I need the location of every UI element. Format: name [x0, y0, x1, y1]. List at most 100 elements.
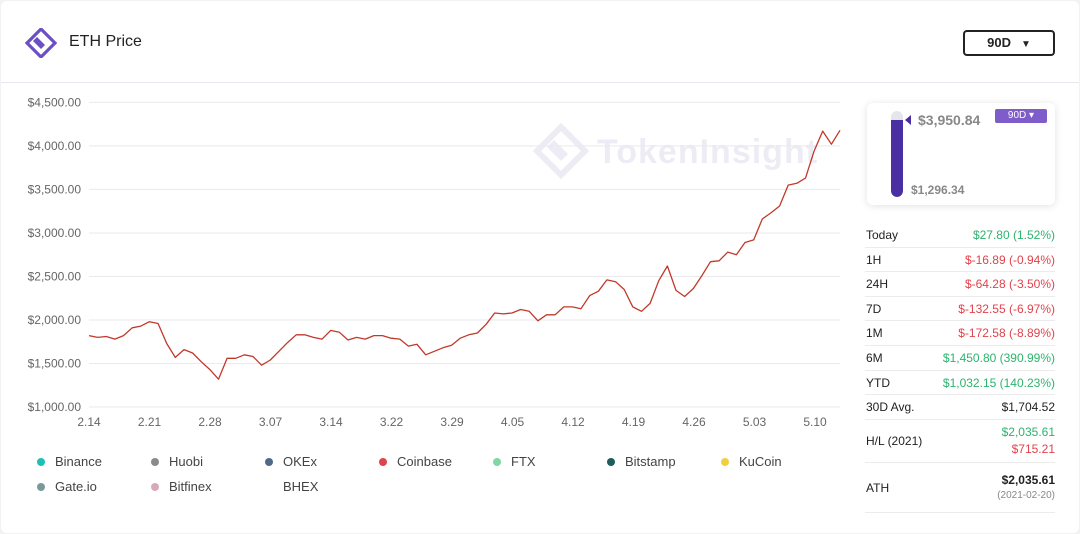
stat-row: 30D Avg. $1,704.52: [865, 395, 1055, 420]
range-dropdown[interactable]: 90D ▼: [963, 30, 1055, 56]
x-tick-label: 5.10: [803, 415, 827, 429]
price-chart: $1,000.00 $1,500.00 $2,000.00 $2,500.00 $3,0…: [28, 95, 841, 429]
stat-label: 24H: [866, 277, 889, 292]
stat-value: $1,450.80 (390.99%): [942, 350, 1055, 365]
legend-label: Huobi: [169, 454, 203, 469]
legend-item[interactable]: Bitfinex: [151, 478, 212, 496]
y-tick-label: $1,000.00: [28, 400, 82, 414]
x-tick-label: 3.29: [440, 415, 464, 429]
x-tick-label: 5.03: [743, 415, 767, 429]
hl-high-value: $2,035.61: [1001, 424, 1055, 439]
stat-label: 1M: [866, 326, 883, 341]
stat-row-ath: ATH $2,035.61 (2021-02-20): [865, 463, 1055, 513]
stat-label: 30D Avg.: [866, 400, 915, 415]
y-tick-label: $4,500.00: [28, 95, 82, 109]
legend-label: FTX: [511, 454, 536, 469]
range-badge-label: 90D: [1007, 110, 1027, 121]
x-tick-label: 4.26: [682, 415, 706, 429]
legend-dot-icon: [151, 457, 159, 466]
stat-label: 6M: [866, 350, 883, 365]
legend-item[interactable]: Coinbase: [379, 453, 452, 471]
page-title: ETH Price: [69, 33, 142, 50]
legend-dot-icon: [151, 482, 159, 491]
stat-row-hl: H/L (2021) $2,035.61 $715.21: [865, 420, 1055, 463]
legend-item[interactable]: Binance: [37, 453, 102, 471]
legend-dot-icon: [265, 457, 273, 466]
legend-label: Coinbase: [397, 454, 452, 469]
legend-label: OKEx: [283, 454, 317, 469]
x-tick-label: 3.07: [259, 415, 283, 429]
legend-label: Binance: [55, 454, 102, 469]
ath-value: $2,035.61: [1001, 472, 1055, 487]
legend-label: KuCoin: [739, 454, 782, 469]
current-price-marker-icon: [905, 115, 911, 125]
stat-value: $-16.89 (-0.94%): [964, 252, 1055, 267]
stat-value: $-64.28 (-3.50%): [964, 277, 1055, 292]
x-tick-label: 4.12: [561, 415, 585, 429]
legend-item[interactable]: Gate.io: [37, 478, 97, 496]
legend-label: BHEX: [283, 479, 319, 494]
stat-label: Today: [866, 228, 899, 242]
stat-value: $1,032.15 (140.23%): [942, 375, 1055, 390]
stat-label: YTD: [866, 375, 890, 390]
stat-row: 7D $-132.55 (-6.97%): [865, 297, 1055, 322]
x-tick-label: 4.19: [622, 415, 646, 429]
y-tick-label: $4,000.00: [28, 139, 82, 153]
y-tick-label: $1,500.00: [28, 356, 82, 370]
stat-value: $-172.58 (-8.89%): [958, 326, 1055, 341]
range-bar: [891, 111, 903, 197]
x-tick-label: 4.05: [501, 415, 525, 429]
stats-table: Today $27.80 (1.52%) 1H $-16.89 (-0.94%) 24H…: [865, 223, 1055, 513]
legend-item[interactable]: OKEx: [265, 453, 317, 471]
y-tick-label: $3,500.00: [28, 182, 82, 196]
caret-down-icon: ▼: [1020, 39, 1031, 50]
stat-row: 1M $-172.58 (-8.89%): [865, 321, 1055, 346]
range-bar-fill: [891, 119, 903, 197]
legend-item[interactable]: Huobi: [151, 453, 203, 471]
range-indicator: $3,950.84 $1,296.34 90D ▾: [867, 103, 1055, 205]
legend-label: Bitfinex: [169, 479, 212, 494]
legend-dot-icon: [265, 482, 273, 491]
x-tick-label: 3.22: [380, 415, 404, 429]
range-low-value: $1,296.34: [911, 183, 965, 197]
range-badge-dropdown[interactable]: 90D ▾: [995, 109, 1047, 123]
stat-label: 1H: [866, 252, 882, 267]
stat-row: 6M $1,450.80 (390.99%): [865, 346, 1055, 371]
stat-value: $-132.55 (-6.97%): [958, 301, 1055, 316]
y-tick-label: $3,000.00: [28, 226, 82, 240]
ath-date: (2021-02-20): [997, 489, 1055, 501]
stat-label: 7D: [866, 301, 882, 316]
legend-dot-icon: [607, 457, 615, 466]
legend-item[interactable]: FTX: [493, 453, 536, 471]
stat-label: ATH: [866, 480, 890, 495]
range-high-value: $3,950.84: [918, 112, 981, 128]
x-tick-label: 2.14: [77, 415, 101, 429]
x-tick-label: 2.28: [198, 415, 222, 429]
hl-low-value: $715.21: [1011, 441, 1055, 456]
stat-row: 1H $-16.89 (-0.94%): [865, 248, 1055, 273]
stat-label: H/L (2021): [866, 433, 923, 448]
y-tick-label: $2,000.00: [28, 313, 82, 327]
card-header: ETH Price 90D ▼: [1, 1, 1079, 83]
stat-row: 24H $-64.28 (-3.50%): [865, 272, 1055, 297]
stat-row: YTD $1,032.15 (140.23%): [865, 371, 1055, 396]
legend-dot-icon: [37, 482, 45, 491]
legend-dot-icon: [721, 457, 729, 466]
legend-item[interactable]: KuCoin: [721, 453, 782, 471]
legend-item[interactable]: Bitstamp: [607, 453, 676, 471]
stat-value: $1,704.52: [1001, 400, 1055, 415]
ethereum-logo-icon: [25, 28, 57, 58]
stat-value: $27.80 (1.52%): [972, 228, 1055, 242]
y-tick-label: $2,500.00: [28, 269, 82, 283]
legend-item[interactable]: BHEX: [265, 478, 318, 496]
legend-label: Gate.io: [55, 479, 97, 494]
x-tick-label: 3.14: [319, 415, 343, 429]
x-tick-label: 2.21: [138, 415, 162, 429]
legend-dot-icon: [37, 457, 45, 466]
range-dropdown-label: 90D: [987, 35, 1011, 50]
stat-row: Today $27.80 (1.52%): [865, 223, 1055, 248]
legend-label: Bitstamp: [625, 454, 676, 469]
price-line: [88, 129, 841, 380]
legend-dot-icon: [493, 457, 501, 466]
